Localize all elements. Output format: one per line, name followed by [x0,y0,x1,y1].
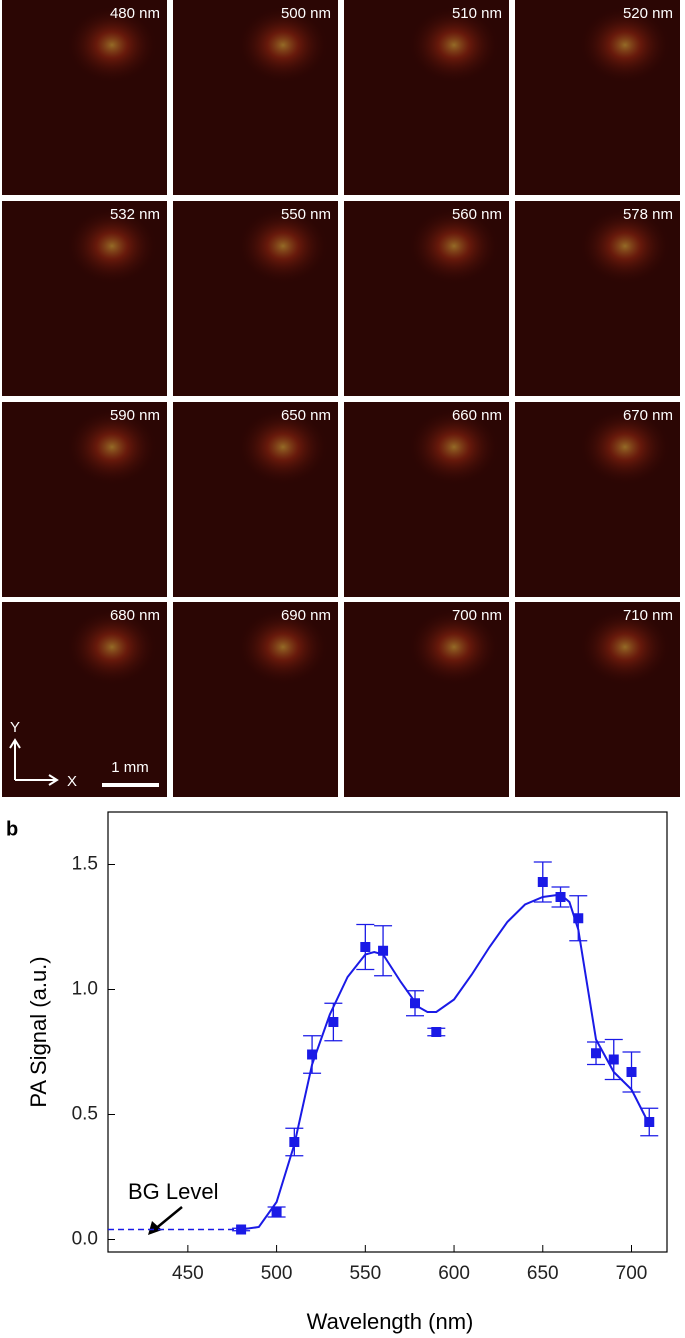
scale-bar-label: 1 mm [111,759,149,776]
plot-frame [107,811,668,1253]
axis-arrows [9,738,59,786]
data-point [626,1067,637,1077]
data-point [271,1207,282,1217]
wavelength-label: 690 nm [281,607,331,624]
y-axis-label: PA Signal (a.u.) [26,956,51,1107]
data-point [328,1017,339,1027]
y-tick-label: 1.5 [72,854,98,875]
wavelength-label: 590 nm [110,407,160,424]
x-tick-label: 600 [438,1263,470,1284]
data-point [537,877,548,887]
data-point [555,892,566,902]
data-point [410,998,421,1009]
image-grid: 480 nm 500 nm 510 nm 520 nm 532 nm 550 nm 560 … [2,0,680,797]
data-point [608,1054,619,1065]
wavelength-label: 532 nm [110,206,160,223]
wavelength-label: 670 nm [623,407,673,424]
signal-blob [67,609,157,685]
annotation-arrow [153,1206,183,1231]
wavelength-label: 550 nm [281,206,331,223]
signal-blob [580,409,670,485]
signal-blob [580,609,670,685]
signal-blob [67,208,157,284]
data-point [360,942,371,952]
signal-blob [580,208,670,284]
data-point [644,1117,655,1127]
data-point [431,1027,442,1037]
y-tick-label: 0.0 [72,1229,98,1250]
wavelength-label: 660 nm [452,407,502,424]
signal-blob [67,409,157,485]
signal-blob [238,409,328,485]
y-tick-label: 0.5 [72,1104,98,1125]
signal-blob [409,7,499,83]
wavelength-label: 650 nm [281,407,331,424]
x-tick-label: 650 [527,1263,559,1284]
wavelength-label: 710 nm [623,607,673,624]
wavelength-label: 578 nm [623,206,673,223]
signal-blob [409,208,499,284]
x-tick-label: 700 [616,1263,648,1284]
signal-blob [580,7,670,83]
wavelength-label: 700 nm [452,607,502,624]
wavelength-label: 510 nm [452,5,502,22]
axis-y-label: Y [10,719,20,736]
x-tick-label: 500 [261,1263,293,1284]
data-point [289,1137,300,1147]
signal-blob [238,7,328,83]
x-tick-label: 550 [349,1263,381,1284]
wavelength-label: 680 nm [110,607,160,624]
data-point [236,1224,247,1235]
signal-blob [409,409,499,485]
signal-blob [238,208,328,284]
signal-blob [67,7,157,83]
data-point [378,945,389,956]
wavelength-label: 560 nm [452,206,502,223]
x-tick-label: 450 [172,1263,204,1284]
annotation-arrowhead [148,1221,162,1235]
wavelength-label: 480 nm [110,5,160,22]
annotation: BG Level [128,1179,219,1204]
wavelength-label: 500 nm [281,5,331,22]
x-axis-label: Wavelength (nm) [307,1309,474,1334]
data-point [573,913,584,924]
fit-line [240,893,651,1231]
data-point [307,1049,318,1060]
wavelength-label: 520 nm [623,5,673,22]
axis-x-label: X [67,773,77,790]
panel-label: b [6,818,18,840]
signal-blob [238,609,328,685]
data-point [591,1048,602,1059]
y-tick-label: 1.0 [72,979,98,1000]
signal-blob [409,609,499,685]
